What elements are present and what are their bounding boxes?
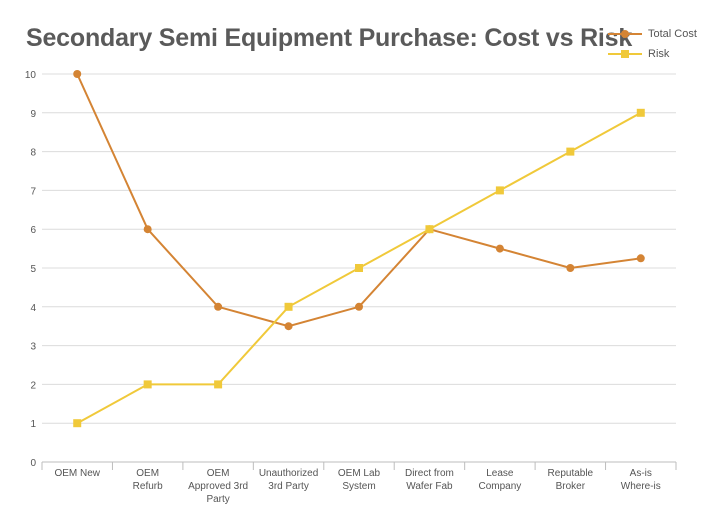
y-tick-label: 4 xyxy=(30,303,36,314)
y-tick-label: 7 xyxy=(30,186,36,197)
y-tick-label: 6 xyxy=(30,225,36,236)
legend-label-risk: Risk xyxy=(648,48,670,60)
data-point xyxy=(636,254,645,263)
data-point xyxy=(495,244,504,253)
data-point xyxy=(355,302,363,311)
y-tick-label: 0 xyxy=(30,458,36,469)
y-tick-label: 9 xyxy=(30,109,36,120)
x-tick-label: Unauthorized 3rd Party xyxy=(259,468,318,492)
y-tick-label: 10 xyxy=(25,70,37,81)
series-line-0 xyxy=(76,73,641,328)
data-point xyxy=(214,380,223,389)
data-point xyxy=(566,264,575,272)
y-tick-label: 3 xyxy=(30,342,36,353)
data-point xyxy=(355,264,363,272)
data-point xyxy=(284,322,293,331)
data-point xyxy=(214,302,223,311)
data-point xyxy=(425,225,434,234)
data-point xyxy=(143,225,152,234)
y-tick-label: 1 xyxy=(30,419,36,430)
data-point xyxy=(284,302,293,311)
x-tick-label: OEM New xyxy=(54,468,100,479)
x-tick-label: Reputable Broker xyxy=(548,468,594,492)
data-point xyxy=(73,70,82,78)
chart-legend: Total Cost Risk xyxy=(608,24,697,64)
x-tick-label: OEM Approved 3rd Party xyxy=(188,468,248,505)
y-tick-label: 8 xyxy=(30,148,36,159)
x-tick-label: Lease Company xyxy=(478,468,521,492)
chart-title: Secondary Semi Equipment Purchase: Cost … xyxy=(26,24,633,52)
x-tick-label: Direct from Wafer Fab xyxy=(405,468,454,492)
x-tick-label: OEM Lab System xyxy=(338,468,381,492)
y-tick-label: 5 xyxy=(30,264,36,275)
x-tick-label: OEM Refurb xyxy=(133,468,163,492)
y-tick-label: 2 xyxy=(30,380,36,391)
data-point xyxy=(495,186,504,195)
legend-label-total-cost: Total Cost xyxy=(648,28,697,40)
legend-swatch-total-cost xyxy=(608,29,642,39)
legend-item-total-cost: Total Cost xyxy=(608,24,697,44)
data-point xyxy=(566,147,575,156)
x-tick-label: As-is Where-is xyxy=(621,468,661,492)
data-point xyxy=(636,108,645,117)
legend-swatch-risk xyxy=(608,49,642,59)
legend-item-risk: Risk xyxy=(608,44,697,64)
data-point xyxy=(143,380,152,389)
data-point xyxy=(73,419,82,428)
